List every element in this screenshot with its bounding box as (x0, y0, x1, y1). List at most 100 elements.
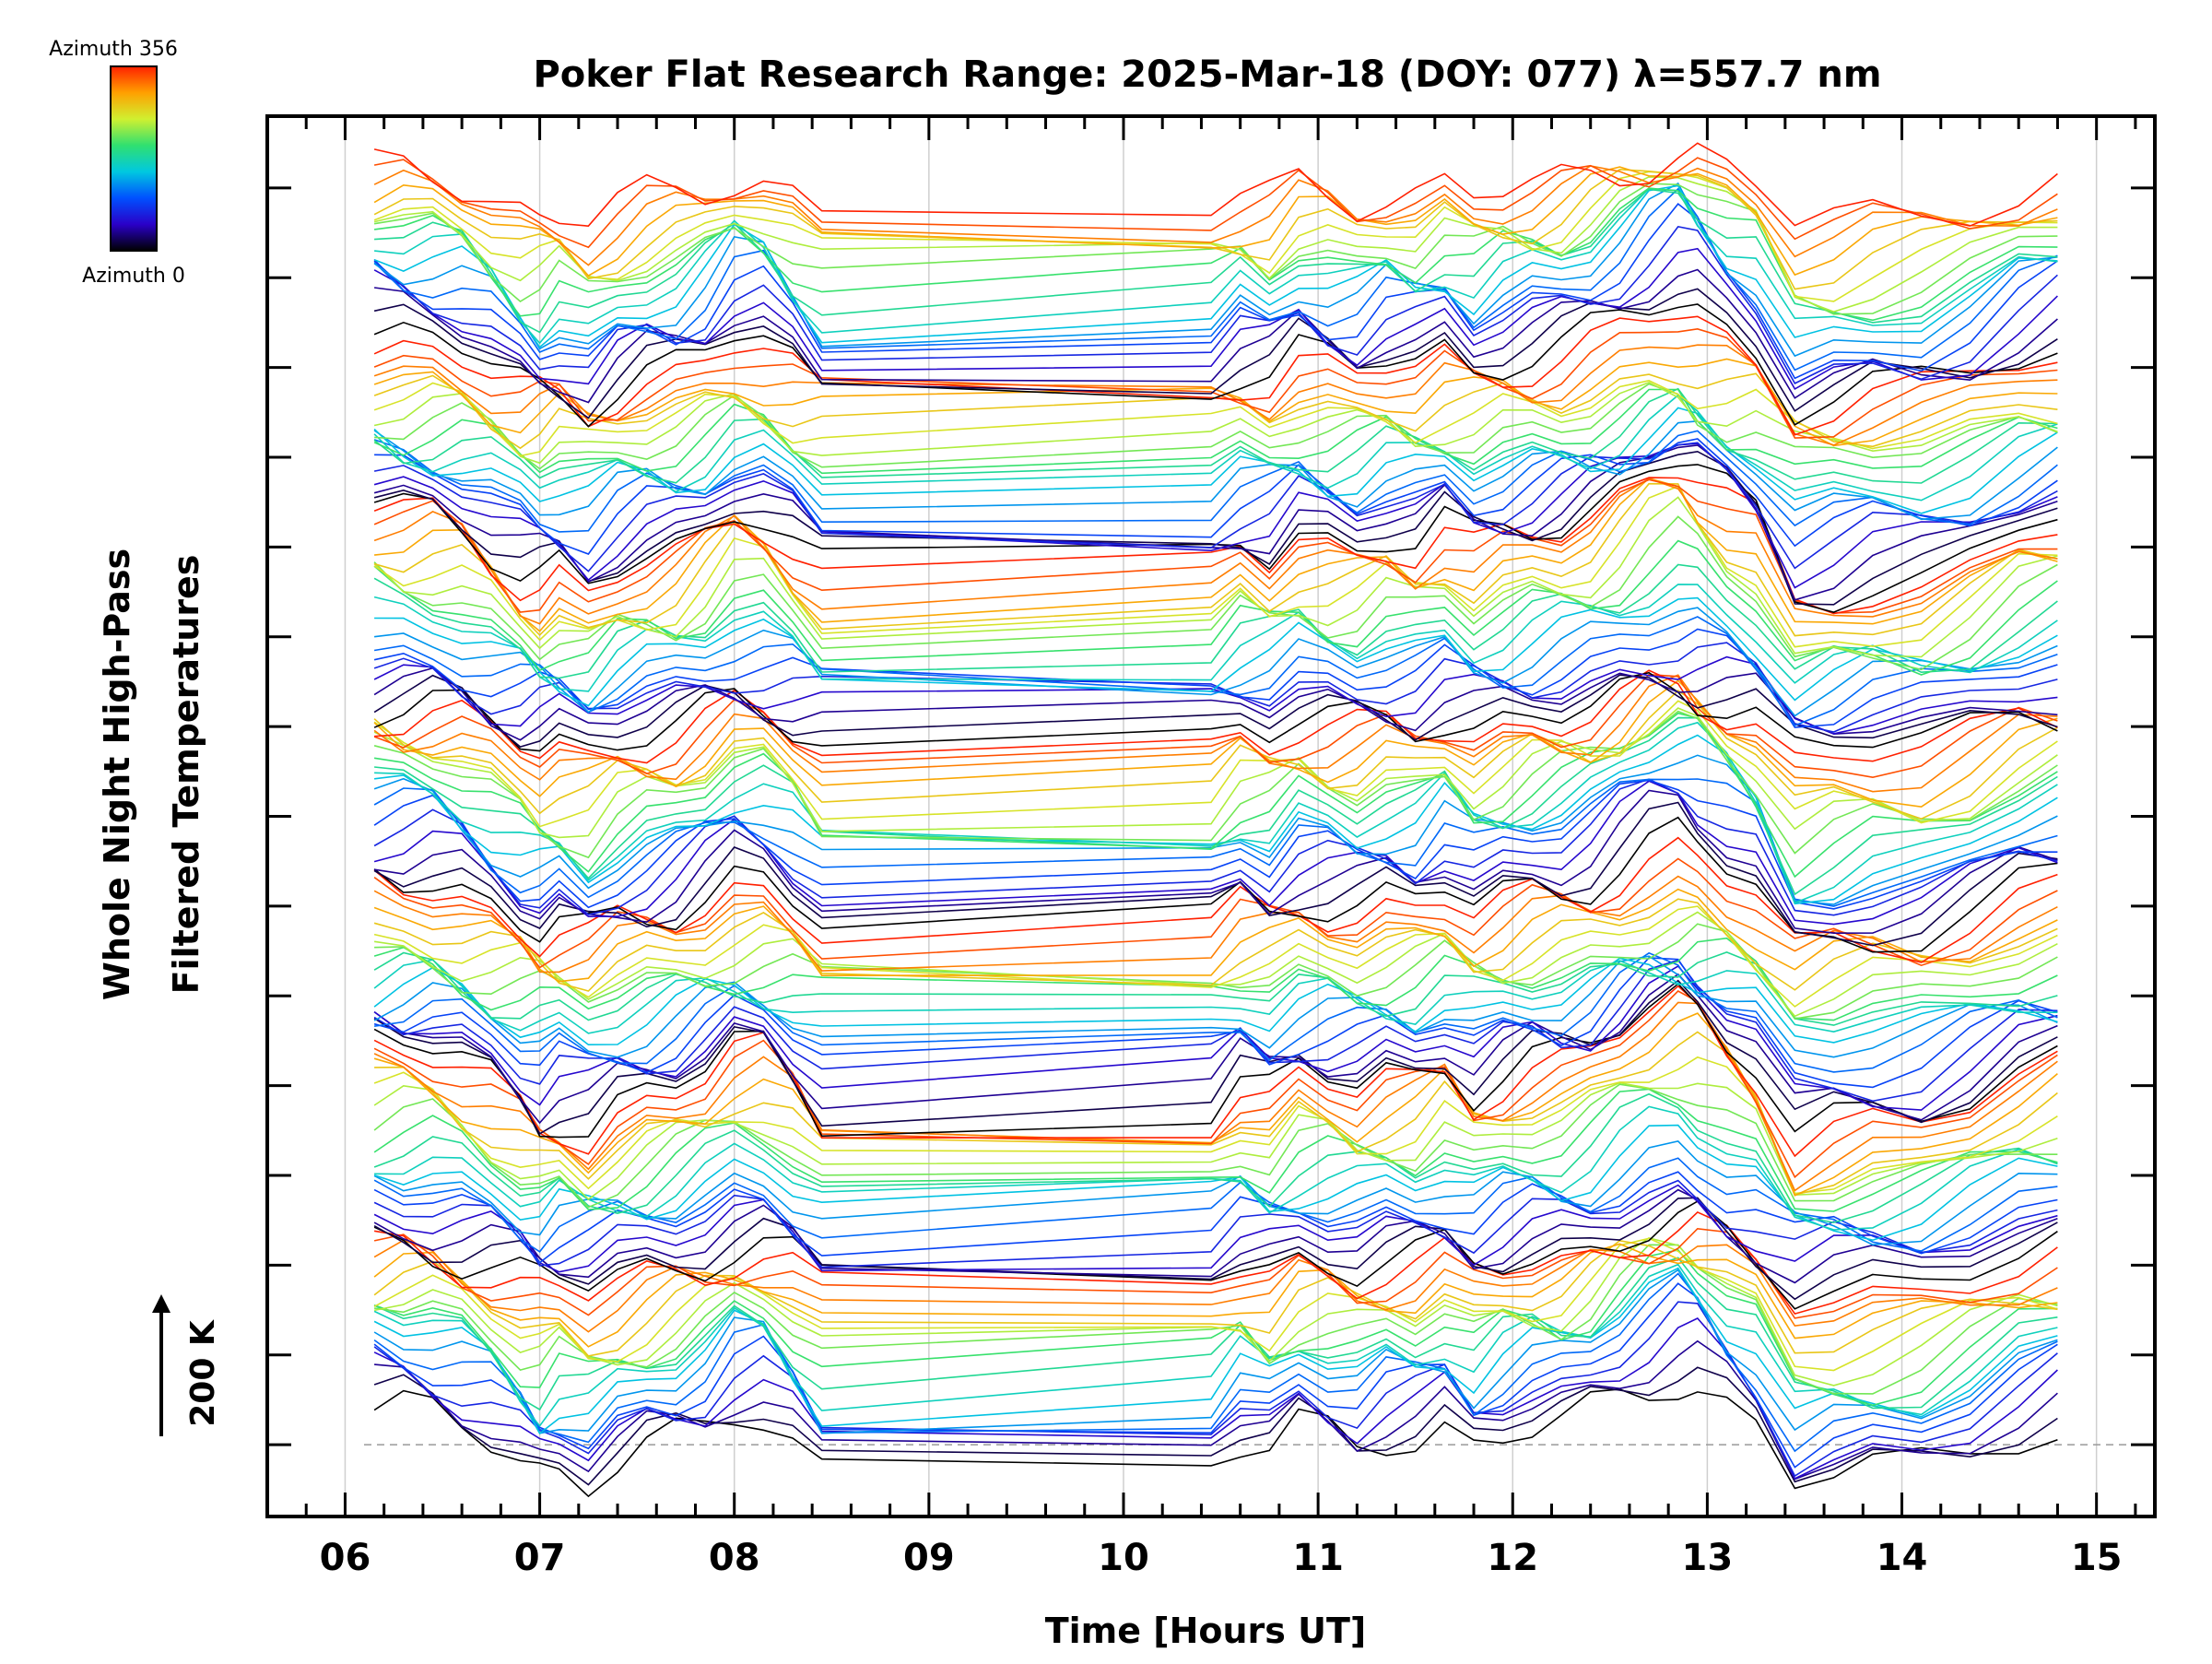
series-line (373, 778, 2058, 916)
series-line (373, 780, 2058, 926)
series-line (373, 171, 2058, 302)
series-line (373, 789, 2058, 935)
series-line (373, 1124, 2058, 1242)
x-axis-label: Time [Hours UT] (1045, 1611, 1367, 1651)
series-line (373, 1200, 2058, 1310)
colorbar-bottom-label: Azimuth 0 (82, 265, 185, 288)
series-line (373, 951, 2058, 1026)
series-line (373, 937, 2058, 1021)
x-tick-label: 07 (514, 1537, 566, 1579)
series-line (373, 888, 2058, 983)
series-line (373, 905, 2058, 1008)
series-line (374, 669, 2058, 764)
series-line (374, 596, 2058, 707)
series-line (373, 419, 2058, 521)
series-line (373, 1140, 2058, 1246)
series-line (373, 836, 2058, 963)
series-line (374, 383, 2058, 470)
series-line (373, 327, 2058, 439)
series-line (373, 165, 2058, 266)
series-line (374, 478, 2058, 632)
series-line (373, 226, 2058, 384)
series-line (373, 1269, 2058, 1434)
x-tick-label: 14 (1877, 1537, 1928, 1579)
series-line (373, 1249, 2058, 1407)
series-line (373, 478, 2058, 614)
series-line (373, 515, 2058, 671)
series-line (373, 857, 2058, 969)
series-line (373, 1388, 2058, 1498)
series-line (373, 898, 2058, 992)
series-line (373, 157, 2058, 249)
colorbar (110, 65, 158, 252)
series-line (373, 816, 2058, 953)
series-line (373, 407, 2058, 514)
series-line (373, 1188, 2058, 1284)
series-layer (373, 142, 2058, 1498)
x-tick-label: 09 (903, 1537, 955, 1579)
x-tick-label: 08 (709, 1537, 760, 1579)
scale-arrow (152, 1294, 171, 1436)
series-line (373, 182, 2058, 358)
series-line (373, 485, 2058, 648)
series-line (373, 674, 2058, 793)
x-tick-label: 13 (1682, 1537, 1734, 1579)
series-line (373, 951, 2058, 1073)
series-line (373, 315, 2058, 436)
series-line (373, 712, 2058, 879)
series-line (373, 1237, 2058, 1372)
series-line (373, 1001, 2058, 1192)
series-line (373, 985, 2058, 1158)
series-line (373, 911, 2058, 1018)
series-line (373, 187, 2058, 372)
series-line (373, 464, 2058, 613)
series-line (373, 955, 2058, 1058)
series-line (373, 979, 2058, 1135)
series-line (373, 382, 2058, 465)
series-line (373, 1257, 2058, 1411)
series-line (373, 957, 2058, 1089)
series-line (373, 673, 2058, 779)
series-line (373, 1088, 2058, 1212)
series-line (373, 1157, 2058, 1253)
series-line (373, 1239, 2058, 1357)
series-line (373, 1081, 2058, 1200)
series-line (373, 1171, 2058, 1264)
series-line (373, 1237, 2058, 1387)
series-line (373, 1267, 2058, 1435)
tick-label-layer: 06 07 08 09 10 11 12 13 14 15 (320, 1537, 2123, 1579)
series-line (373, 700, 2058, 828)
series-line (373, 1366, 2058, 1486)
x-tick-label: 10 (1098, 1537, 1149, 1579)
series-line (373, 983, 2058, 1139)
series-line (373, 176, 2058, 313)
series-line (373, 388, 2058, 475)
y-axis-label-line1: Whole Night High-Pass (97, 549, 137, 1000)
series-line (373, 973, 2058, 1125)
series-line (373, 964, 2058, 1111)
chart-title: Poker Flat Research Range: 2025-Mar-18 (… (533, 53, 1881, 96)
series-line (373, 187, 2058, 322)
series-line (373, 1056, 2058, 1195)
series-line (373, 1184, 2058, 1273)
colorbar-top-label: Azimuth 356 (49, 38, 178, 61)
series-line (373, 1263, 2058, 1428)
series-line (373, 707, 2058, 839)
series-line (374, 1339, 2058, 1481)
series-line (373, 801, 2058, 947)
series-line (373, 478, 2058, 625)
series-line (373, 1179, 2058, 1269)
x-tick-label: 11 (1292, 1537, 1344, 1579)
series-line (373, 387, 2058, 484)
series-line (373, 990, 2058, 1179)
series-line (373, 482, 2058, 637)
series-line (373, 875, 2058, 974)
series-line (373, 247, 2058, 390)
series-line (373, 690, 2058, 820)
x-tick-label: 06 (320, 1537, 371, 1579)
series-line (374, 187, 2058, 345)
series-line (373, 539, 2058, 676)
series-line (373, 1282, 2058, 1469)
axes-layer (265, 114, 2157, 1518)
